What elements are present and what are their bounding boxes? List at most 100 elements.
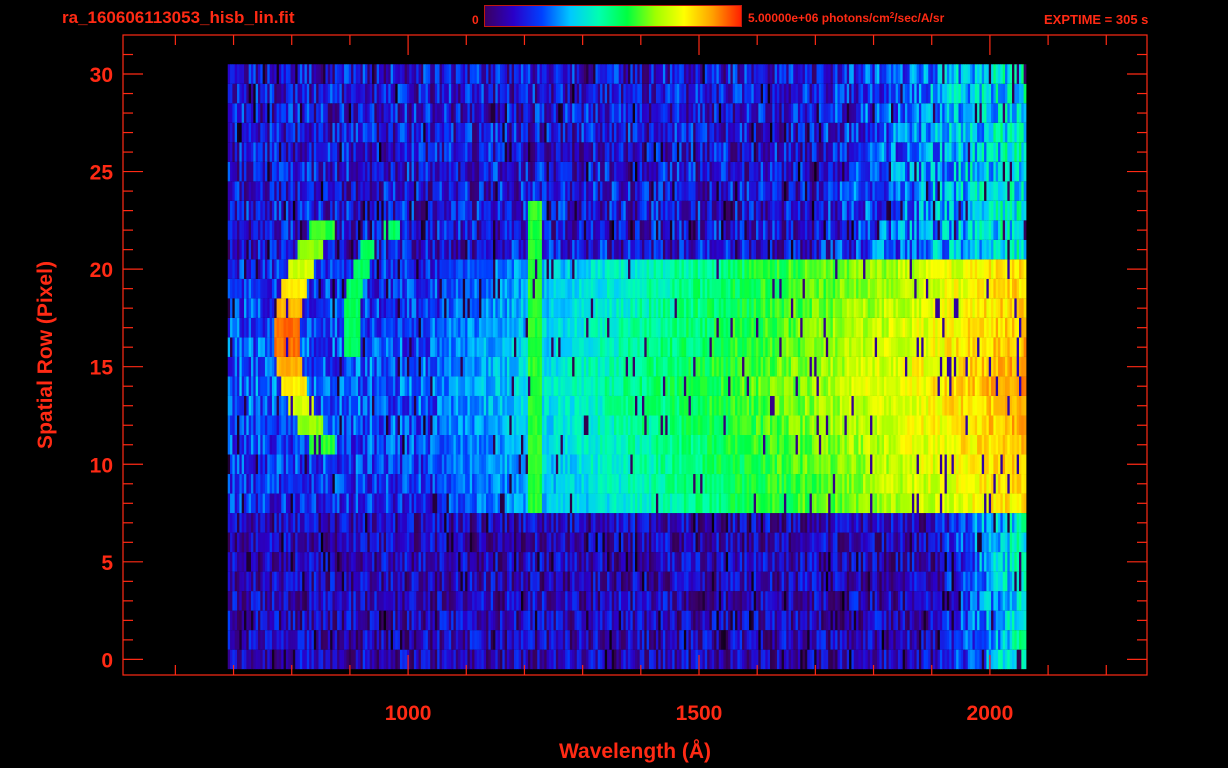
heatmap-cell [539, 435, 543, 455]
heatmap-cell [237, 610, 240, 631]
heatmap-cell [974, 395, 978, 416]
heatmap-cell [618, 513, 622, 533]
heatmap-cell [423, 493, 426, 514]
heatmap-cell [921, 532, 924, 553]
heatmap-cell [956, 415, 959, 435]
heatmap-cell [581, 630, 585, 650]
heatmap-cell [825, 454, 829, 475]
heatmap-cell [769, 415, 773, 435]
heatmap-cell [693, 395, 696, 416]
heatmap-cell [413, 591, 417, 611]
heatmap-cell [909, 454, 913, 475]
heatmap-cell [544, 454, 547, 475]
heatmap-cell [846, 630, 850, 650]
heatmap-cell [306, 493, 310, 514]
heatmap-cell [283, 415, 287, 435]
heatmap-cell [446, 415, 450, 435]
heatmap-cell [690, 474, 694, 494]
heatmap-cell [325, 610, 329, 631]
heatmap-cell [921, 493, 924, 514]
heatmap-cell [816, 435, 820, 455]
heatmap-cell [239, 454, 243, 475]
heatmap-cell [674, 493, 678, 514]
heatmap-cell [390, 532, 394, 553]
heatmap-cell [460, 415, 464, 435]
heatmap-cell [676, 649, 680, 670]
heatmap-cell [839, 591, 843, 611]
heatmap-cell [276, 415, 280, 435]
heatmap-cell [974, 591, 978, 611]
heatmap-cell [248, 435, 252, 455]
heatmap-cell [648, 395, 652, 416]
heatmap-cell [879, 415, 883, 435]
heatmap-cell [237, 415, 240, 435]
heatmap-cell [704, 630, 708, 650]
heatmap-cell [448, 435, 452, 455]
heatmap-cell [767, 513, 771, 533]
heatmap-cell [679, 395, 682, 416]
heatmap-cell [830, 415, 834, 435]
heatmap-cell [586, 415, 589, 435]
heatmap-cell [418, 395, 422, 416]
heatmap-cell [944, 493, 948, 514]
heatmap-cell [262, 571, 266, 592]
heatmap-cell [453, 493, 457, 514]
heatmap-cell [749, 571, 752, 592]
heatmap-cell [946, 474, 950, 494]
heatmap-cell [939, 513, 943, 533]
heatmap-cell [437, 571, 440, 592]
heatmap-cell [334, 415, 338, 435]
heatmap-cell [430, 493, 433, 514]
heatmap-cell [299, 474, 303, 494]
heatmap-cell [648, 532, 652, 553]
heatmap-cell [237, 376, 240, 396]
heatmap-cell [921, 395, 924, 416]
heatmap-cell [316, 376, 319, 396]
heatmap-cell [474, 474, 478, 494]
heatmap-cell [809, 610, 813, 631]
heatmap-cell [504, 513, 508, 533]
heatmap-cell [662, 474, 666, 494]
heatmap-cell [672, 395, 675, 416]
heatmap-cell [255, 415, 259, 435]
heatmap-cell [888, 552, 892, 572]
heatmap-cell [502, 571, 506, 592]
heatmap-cell [783, 552, 787, 572]
heatmap-cell [665, 435, 668, 455]
heatmap-cell [844, 552, 848, 572]
heatmap-cell [381, 630, 385, 650]
heatmap-cell [942, 454, 945, 475]
heatmap-cell [853, 532, 857, 553]
heatmap-cell [835, 571, 838, 592]
heatmap-cell [749, 395, 752, 416]
heatmap-cell [448, 571, 452, 592]
heatmap-cell [432, 649, 436, 670]
heatmap-cell [607, 395, 610, 416]
heatmap-cell [367, 532, 371, 553]
heatmap-cell [963, 552, 966, 572]
heatmap-cell [669, 552, 673, 572]
heatmap-cell [467, 591, 471, 611]
heatmap-cell [1009, 532, 1013, 553]
heatmap-cell [949, 435, 952, 455]
heatmap-cell [977, 630, 980, 650]
heatmap-cell [716, 610, 720, 631]
heatmap-cell [718, 493, 722, 514]
heatmap-cell [330, 376, 333, 396]
heatmap-cell [264, 474, 268, 494]
heatmap-cell [281, 649, 284, 670]
heatmap-cell [651, 513, 655, 533]
heatmap-cell [802, 571, 806, 592]
heatmap-cell [693, 415, 696, 435]
heatmap-cell [432, 552, 436, 572]
heatmap-cell [942, 532, 945, 553]
heatmap-cell [532, 571, 536, 592]
heatmap-cell [402, 532, 405, 553]
heatmap-cell [507, 493, 510, 514]
heatmap-cell [607, 415, 610, 435]
heatmap-cell [879, 454, 883, 475]
heatmap-cell [1023, 610, 1027, 631]
heatmap-cell [541, 532, 545, 553]
heatmap-cell [430, 630, 433, 650]
heatmap-cell [271, 415, 275, 435]
